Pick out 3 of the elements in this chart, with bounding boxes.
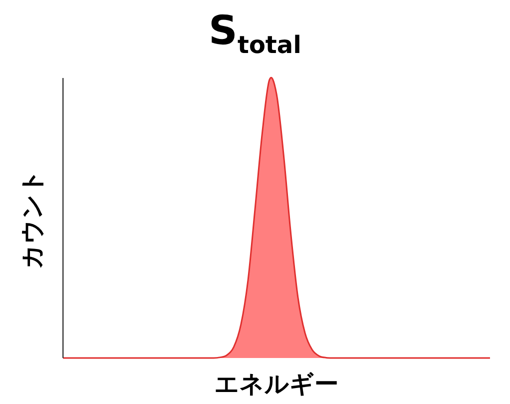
chart-title: S$_{total}$: [208, 8, 302, 59]
x-axis-title: エネルギー: [214, 370, 338, 398]
y-axis-title: カウント: [18, 169, 46, 269]
